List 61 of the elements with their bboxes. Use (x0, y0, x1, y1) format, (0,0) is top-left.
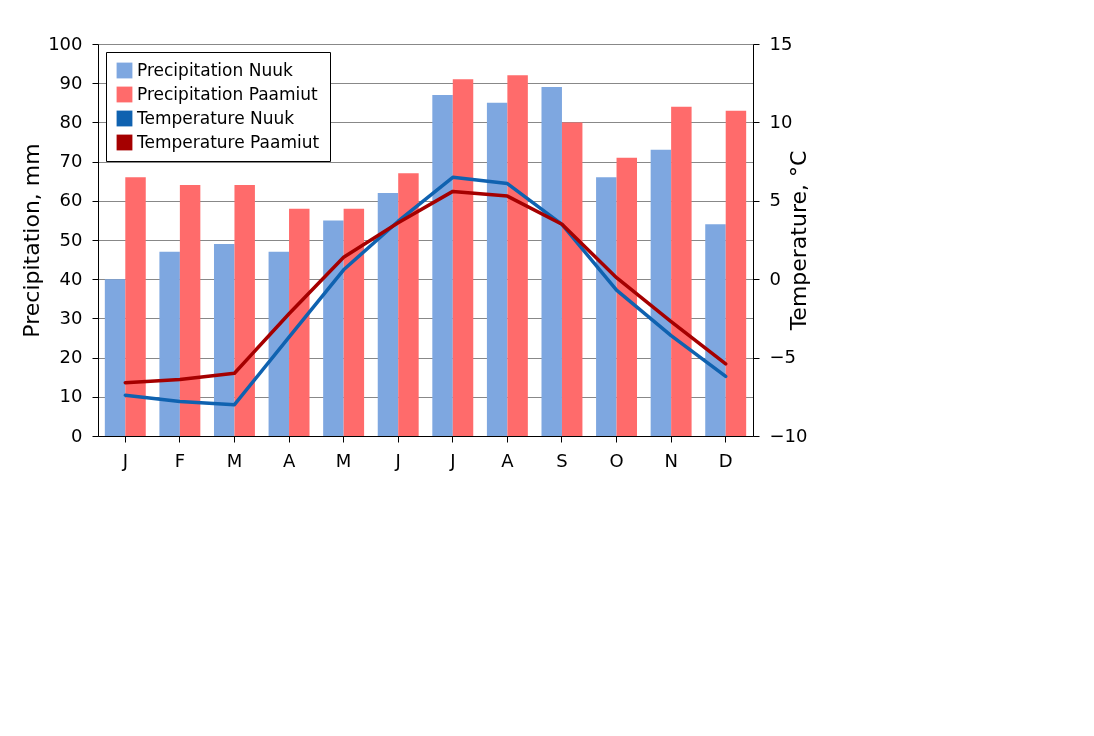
bar (541, 87, 562, 436)
bar (125, 177, 146, 436)
y-tick-label: 70 (59, 150, 83, 172)
bar (213, 243, 235, 436)
bar (159, 251, 180, 436)
bar (268, 251, 290, 436)
y2-tick-label: 0 (769, 267, 781, 289)
line-series (123, 189, 728, 385)
x-tick-label: J (121, 449, 128, 471)
bar (432, 94, 453, 436)
x-tick-label: O (609, 449, 624, 471)
legend-label: Temperature Paamiut (136, 131, 320, 152)
y-tick-label: 20 (59, 346, 83, 368)
bar (507, 75, 528, 436)
y-tick-label: 30 (59, 306, 83, 328)
y2-tick-label: 15 (769, 32, 793, 54)
bar (725, 110, 747, 436)
y-tick-label: 80 (59, 110, 83, 132)
y-tick-label: 50 (59, 228, 83, 250)
bar (705, 224, 726, 436)
bar (486, 102, 508, 436)
y-tick-label: 0 (71, 424, 83, 446)
bar (234, 185, 255, 436)
y2-tick-label: 10 (769, 110, 793, 132)
y2-axis-title: Temperature, °C (786, 150, 812, 332)
y-tick-label: 10 (59, 385, 83, 407)
bar (452, 79, 474, 436)
y-axis-title: Precipitation, mm (19, 143, 45, 338)
y-tick-label: 60 (59, 189, 83, 211)
legend-label: Precipitation Paamiut (137, 83, 319, 104)
x-tick-label: A (501, 449, 515, 471)
bar (323, 220, 344, 436)
bar (377, 192, 399, 436)
bar (179, 185, 201, 436)
x-tick-label: J (449, 449, 456, 471)
bar (596, 177, 617, 436)
x-tick-label: M (335, 449, 352, 471)
x-tick-label: F (174, 449, 186, 471)
bar (289, 208, 310, 436)
x-tick-label: M (226, 449, 243, 471)
x-tick-label: S (556, 449, 568, 471)
legend-label: Temperature Nuuk (136, 107, 295, 128)
bar (398, 173, 419, 436)
x-tick-label: D (718, 449, 733, 471)
bar (104, 279, 126, 436)
x-tick-label: A (282, 449, 296, 471)
y2-tick-label: −10 (769, 424, 808, 446)
bar (343, 208, 365, 436)
x-tick-label: N (664, 449, 678, 471)
bar (616, 157, 638, 436)
y2-tick-label: 5 (769, 189, 781, 211)
bar (650, 149, 672, 436)
legend-label: Precipitation Nuuk (137, 59, 293, 80)
bar (561, 122, 583, 436)
y-tick-label: 100 (48, 32, 83, 54)
y-tick-label: 40 (59, 267, 83, 289)
x-tick-label: J (394, 449, 401, 471)
y2-tick-label: −5 (769, 346, 797, 368)
bar (671, 106, 692, 436)
y-tick-label: 90 (59, 71, 83, 93)
line-series (123, 175, 728, 407)
